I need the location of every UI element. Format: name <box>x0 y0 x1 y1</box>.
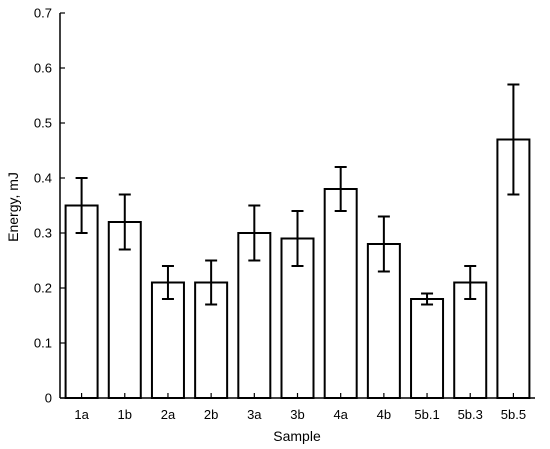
x-tick-label: 1a <box>74 407 89 422</box>
bar <box>410 298 445 399</box>
x-tick-label: 3a <box>247 407 262 422</box>
x-tick-label: 4b <box>377 407 391 422</box>
x-axis-ticks: 1a 1b 2a 2b 3a 3b 4a 4b 5b.1 5b.3 5b.5 <box>74 393 526 422</box>
x-tick-label: 2a <box>161 407 176 422</box>
y-axis-ticks: 0 0.1 0.2 0.3 0.4 0.5 0.6 0.7 <box>34 6 65 406</box>
error-bars <box>75 83 520 306</box>
x-tick-label: 3b <box>290 407 304 422</box>
y-tick-label: 0.1 <box>34 336 52 351</box>
x-tick-label: 4a <box>333 407 348 422</box>
x-tick-label: 2b <box>204 407 218 422</box>
y-tick-label: 0 <box>45 391 52 406</box>
bars <box>64 138 531 399</box>
y-tick-label: 0.5 <box>34 116 52 131</box>
x-tick-label: 5b.3 <box>458 407 483 422</box>
y-axis-title: Energy, mJ <box>5 172 21 242</box>
x-tick-label: 5b.1 <box>414 407 439 422</box>
y-tick-label: 0.6 <box>34 61 52 76</box>
x-axis-title: Sample <box>273 428 321 444</box>
y-tick-label: 0.7 <box>34 6 52 21</box>
y-tick-label: 0.3 <box>34 226 52 241</box>
bar <box>237 232 272 399</box>
x-tick-label: 1b <box>118 407 132 422</box>
y-tick-label: 0.2 <box>34 281 52 296</box>
bar <box>64 204 99 399</box>
y-tick-label: 0.4 <box>34 171 52 186</box>
bar <box>107 221 142 399</box>
bar <box>323 188 358 399</box>
x-tick-label: 5b.5 <box>501 407 526 422</box>
